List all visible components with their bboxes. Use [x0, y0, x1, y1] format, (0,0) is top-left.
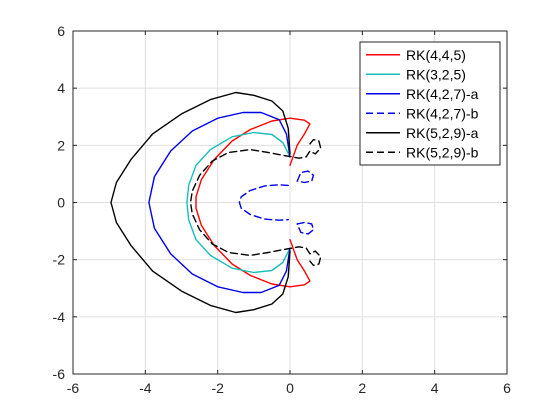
legend-box [359, 41, 501, 166]
y-tick-label-2: -2 [53, 252, 66, 268]
x-tick-label-1: -4 [139, 380, 152, 396]
legend-label-1: RK(3,2,5) [406, 66, 466, 82]
series-line-0 [195, 117, 311, 288]
legend-label-4: RK(5,2,9)-a [406, 125, 479, 141]
legend: RK(4,4,5) RK(3,2,5) RK(4,2,7)-a RK(4,2,7)-b… [359, 41, 501, 166]
legend-label-5: RK(5,2,9)-b [406, 144, 479, 160]
legend-label-2: RK(4,2,7)-a [406, 86, 479, 102]
series-line-2 [148, 111, 291, 294]
series-line-4 [110, 91, 291, 314]
series-line-3 [238, 170, 315, 235]
series-line-1 [186, 131, 291, 274]
x-tick-label-4: 2 [358, 380, 366, 396]
y-tick-label-6: 6 [57, 23, 65, 39]
x-tick-label-6: 6 [503, 380, 511, 396]
y-tick-label-1: -4 [53, 309, 66, 325]
y-tick-label-4: 2 [57, 137, 65, 153]
y-tick-label-3: 0 [57, 195, 65, 211]
y-tick-label-0: -6 [53, 366, 66, 382]
y-tick-label-5: 4 [57, 80, 65, 96]
legend-label-0: RK(4,4,5) [406, 47, 466, 63]
axis-ticks: -6 -4 -2 0 2 4 6 -6 -4 -2 0 2 4 6 [53, 23, 512, 396]
x-tick-label-0: -6 [67, 380, 80, 396]
x-tick-label-2: -2 [211, 380, 224, 396]
series-layer [110, 91, 322, 314]
legend-label-3: RK(4,2,7)-b [406, 105, 479, 121]
x-tick-label-5: 4 [431, 380, 439, 396]
series-line-5 [189, 138, 322, 267]
x-tick-label-3: 0 [286, 380, 294, 396]
